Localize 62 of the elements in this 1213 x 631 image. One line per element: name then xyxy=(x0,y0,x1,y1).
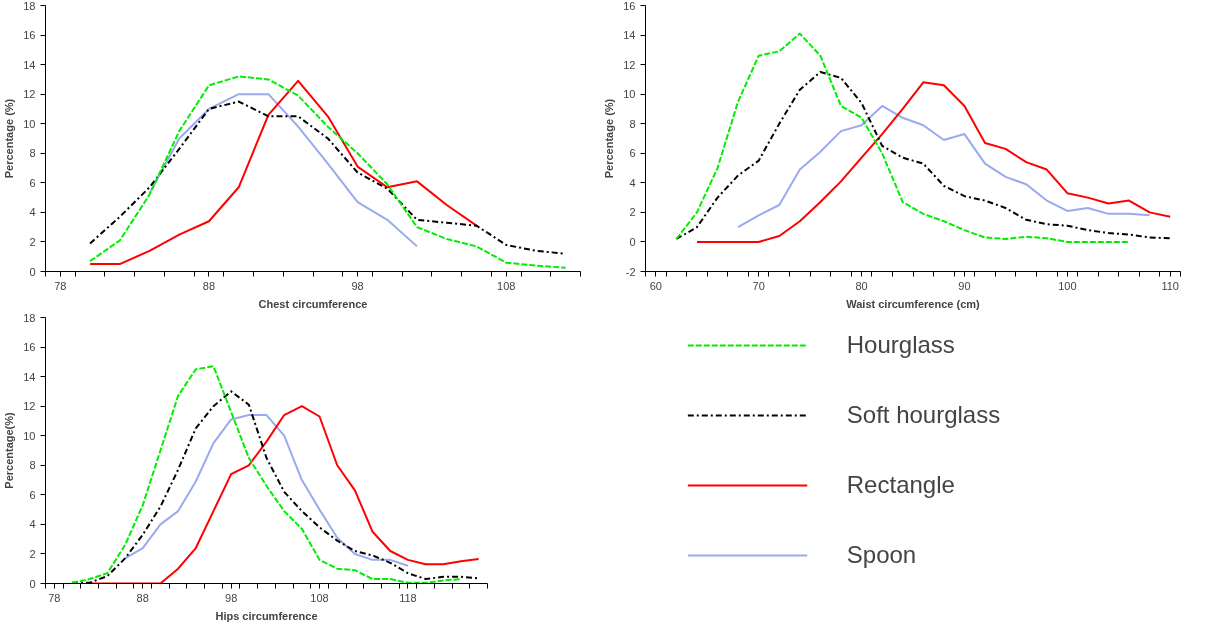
y-tick-label: 8 xyxy=(629,117,636,130)
line-series xyxy=(737,104,1151,229)
line-series xyxy=(148,93,419,248)
y-tick-label: 2 xyxy=(29,235,36,248)
legend-label: Soft hourglass xyxy=(846,401,1001,429)
y-tick-label: 0 xyxy=(29,265,36,278)
x-axis-title: Chest circumference xyxy=(258,297,368,310)
line-series xyxy=(89,100,567,255)
y-tick-label: 10 xyxy=(623,88,636,101)
y-tick-label: 6 xyxy=(29,176,36,189)
x-tick-label: 60 xyxy=(649,279,662,292)
x-tick-label: 88 xyxy=(136,591,149,604)
y-tick-label: 12 xyxy=(23,400,36,413)
y-tick-label: 16 xyxy=(623,0,636,12)
y-tick-label: 10 xyxy=(23,429,36,442)
line-series xyxy=(89,75,567,269)
x-tick-label: 98 xyxy=(225,591,238,604)
y-tick-label: 6 xyxy=(629,147,636,160)
y-axis-title: Percentage (%) xyxy=(603,98,616,179)
y-tick-label: 2 xyxy=(29,547,36,560)
x-tick-label: 78 xyxy=(48,591,61,604)
y-tick-label: 18 xyxy=(23,0,36,12)
x-tick-label: 78 xyxy=(54,279,67,292)
y-tick-label: 14 xyxy=(23,58,36,71)
line-series xyxy=(675,32,1131,243)
y-tick-label: 14 xyxy=(623,29,636,42)
y-tick-label: 12 xyxy=(623,58,636,71)
x-tick-label: 118 xyxy=(399,591,417,604)
y-tick-label: 14 xyxy=(23,370,36,383)
y-tick-label: 0 xyxy=(629,235,636,248)
legend-label: Spoon xyxy=(846,541,917,569)
y-tick-label: 4 xyxy=(29,518,36,531)
y-tick-label: 4 xyxy=(29,206,36,219)
y-axis-title: Percentage (%) xyxy=(3,98,16,179)
y-axis-title: Percentage(%) xyxy=(3,411,16,489)
y-tick-label: 12 xyxy=(23,88,36,101)
y-tick-label: 2 xyxy=(629,206,636,219)
x-tick-label: 70 xyxy=(752,279,765,292)
x-tick-label: 98 xyxy=(351,279,364,292)
legend-label: Rectangle xyxy=(846,471,955,499)
legend-label: Hourglass xyxy=(846,331,955,359)
y-tick-label: -2 xyxy=(625,265,636,278)
y-tick-label: 6 xyxy=(29,488,36,501)
x-axis-title: Hips circumference xyxy=(215,609,318,622)
x-tick-label: 80 xyxy=(855,279,868,292)
x-axis-title: Waist circumference (cm) xyxy=(846,297,981,310)
y-tick-label: 16 xyxy=(23,341,36,354)
y-tick-label: 8 xyxy=(29,147,36,160)
y-tick-label: 0 xyxy=(29,577,36,590)
y-tick-label: 16 xyxy=(23,29,36,42)
line-series xyxy=(89,79,478,266)
x-tick-label: 100 xyxy=(1058,279,1077,292)
x-tick-label: 90 xyxy=(958,279,971,292)
y-tick-label: 10 xyxy=(23,117,36,130)
x-tick-label: 108 xyxy=(310,591,329,604)
y-tick-label: 8 xyxy=(29,459,36,472)
x-tick-label: 108 xyxy=(497,279,516,292)
line-series xyxy=(124,414,409,567)
y-tick-label: 18 xyxy=(23,311,36,324)
x-tick-label: 88 xyxy=(202,279,216,292)
x-tick-label: 110 xyxy=(1161,279,1179,292)
y-tick-label: 4 xyxy=(629,176,636,189)
